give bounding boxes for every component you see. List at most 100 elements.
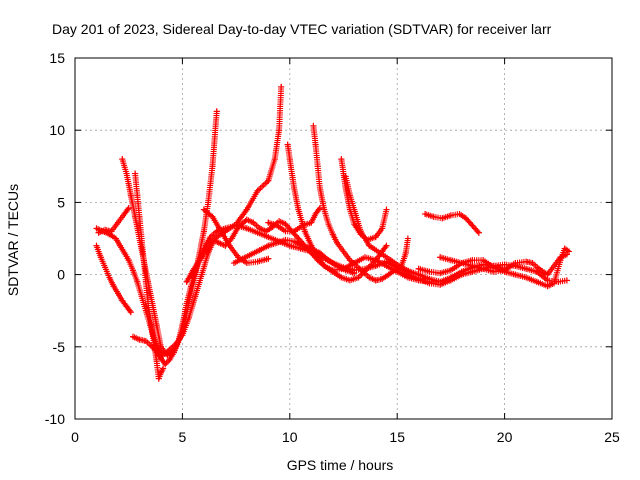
data-point bbox=[329, 231, 336, 238]
data-point bbox=[475, 229, 482, 236]
data-point bbox=[243, 206, 250, 213]
data-point bbox=[114, 290, 121, 297]
data-point bbox=[426, 275, 433, 282]
series-s1 bbox=[119, 108, 220, 359]
data-point bbox=[501, 267, 508, 274]
data-point bbox=[170, 349, 177, 356]
data-point bbox=[310, 122, 317, 129]
data-point bbox=[278, 83, 285, 90]
data-point bbox=[102, 264, 109, 271]
data-point bbox=[147, 322, 154, 329]
data-point bbox=[121, 249, 128, 256]
data-point bbox=[379, 275, 386, 282]
data-point bbox=[123, 170, 130, 177]
data-point bbox=[142, 338, 149, 345]
data-point bbox=[222, 225, 229, 232]
data-point bbox=[325, 221, 332, 228]
data-point bbox=[458, 260, 465, 267]
data-point bbox=[329, 268, 336, 275]
data-point bbox=[175, 339, 182, 346]
data-point bbox=[334, 262, 341, 269]
data-point bbox=[125, 205, 132, 212]
data-point bbox=[209, 163, 216, 170]
series-s10 bbox=[200, 206, 272, 267]
data-point bbox=[149, 343, 156, 350]
data-point bbox=[192, 293, 199, 300]
data-point bbox=[200, 206, 207, 213]
y-tick-label: 0 bbox=[57, 267, 65, 283]
data-point bbox=[340, 248, 347, 255]
y-tick-label: 15 bbox=[49, 50, 65, 66]
y-tick-label: -5 bbox=[53, 339, 66, 355]
data-point bbox=[97, 254, 104, 261]
data-point bbox=[95, 229, 102, 236]
data-point bbox=[265, 255, 272, 262]
data-point bbox=[243, 260, 250, 267]
series-markers bbox=[284, 141, 390, 284]
data-point bbox=[157, 369, 164, 376]
x-tick-label: 5 bbox=[179, 429, 187, 445]
grid-layer bbox=[75, 58, 612, 419]
data-point bbox=[312, 141, 319, 148]
data-point bbox=[561, 245, 568, 252]
data-point bbox=[134, 278, 141, 285]
series-s12 bbox=[310, 122, 411, 284]
data-point bbox=[422, 210, 429, 217]
data-point bbox=[119, 297, 126, 304]
data-point bbox=[456, 210, 463, 217]
data-point bbox=[361, 254, 368, 261]
data-point bbox=[377, 249, 384, 256]
data-point bbox=[127, 309, 134, 316]
data-point bbox=[462, 215, 469, 222]
data-point bbox=[138, 235, 145, 242]
data-point bbox=[316, 249, 323, 256]
data-point bbox=[254, 258, 261, 265]
data-point bbox=[351, 270, 358, 277]
data-point bbox=[286, 242, 293, 249]
data-point bbox=[342, 267, 349, 274]
data-point bbox=[256, 225, 263, 232]
data-point bbox=[469, 222, 476, 229]
y-axis-label: SDTVAR / TECUs bbox=[5, 184, 21, 296]
data-point bbox=[387, 257, 394, 264]
data-point bbox=[342, 173, 349, 180]
data-point bbox=[490, 268, 497, 275]
data-point bbox=[121, 210, 128, 217]
data-point bbox=[243, 216, 250, 223]
data-point bbox=[415, 265, 422, 272]
data-point bbox=[265, 234, 272, 241]
data-point bbox=[136, 336, 143, 343]
data-point bbox=[102, 226, 109, 233]
data-point bbox=[282, 228, 289, 235]
data-point bbox=[112, 235, 119, 242]
data-point bbox=[273, 239, 280, 246]
data-point bbox=[209, 213, 216, 220]
data-point bbox=[383, 242, 390, 249]
data-point bbox=[254, 187, 261, 194]
data-point bbox=[430, 213, 437, 220]
data-point bbox=[123, 303, 130, 310]
data-point bbox=[162, 361, 169, 368]
data-point bbox=[512, 260, 519, 267]
data-point bbox=[312, 210, 319, 217]
data-point bbox=[166, 356, 173, 363]
x-tick-label: 0 bbox=[71, 429, 79, 445]
data-point bbox=[314, 163, 321, 170]
data-point bbox=[295, 206, 302, 213]
data-point bbox=[544, 283, 551, 290]
data-point bbox=[250, 219, 257, 226]
data-point bbox=[544, 271, 551, 278]
data-point bbox=[447, 274, 454, 281]
data-point bbox=[209, 236, 216, 243]
data-point bbox=[415, 277, 422, 284]
data-point bbox=[308, 242, 315, 249]
data-point bbox=[129, 267, 136, 274]
data-point bbox=[480, 257, 487, 264]
data-point bbox=[157, 355, 164, 362]
data-point bbox=[179, 322, 186, 329]
data-point bbox=[155, 375, 162, 382]
data-point bbox=[301, 228, 308, 235]
data-point bbox=[359, 268, 366, 275]
data-point bbox=[523, 265, 530, 272]
